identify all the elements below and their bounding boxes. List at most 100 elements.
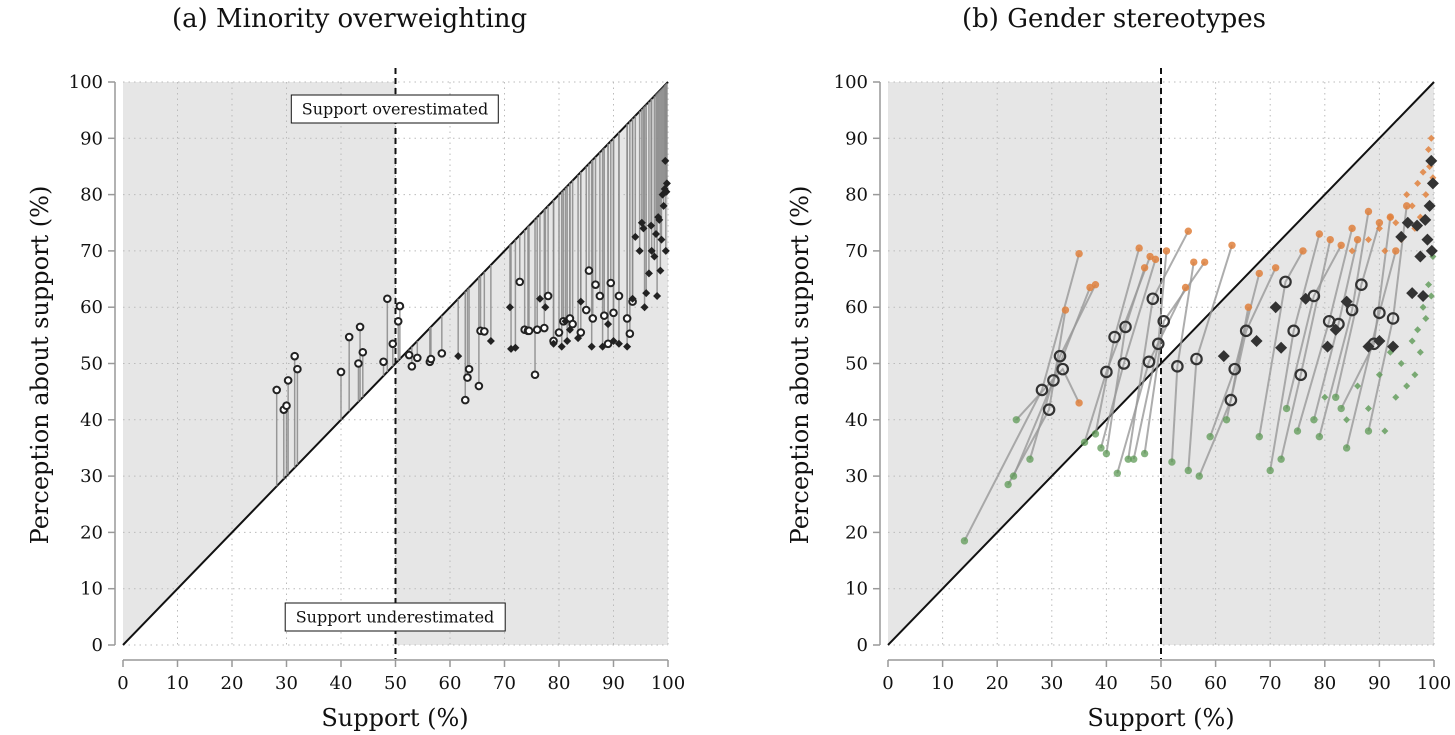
green-group-point	[1337, 404, 1345, 413]
panel-b-y-axis-label: Perception about support (%)	[786, 185, 814, 545]
diamond-point	[653, 291, 662, 300]
y-tick-label: 80	[845, 185, 868, 206]
orange-group-point	[1255, 269, 1263, 278]
green-group-point	[1026, 455, 1034, 463]
x-tick-label: 70	[493, 673, 516, 694]
group-connector-line	[1116, 287, 1187, 474]
group-connector-line	[1312, 239, 1359, 421]
diamond-point	[656, 266, 665, 275]
orange-diamond-point	[1403, 191, 1411, 199]
orange-diamond-point	[1348, 247, 1356, 255]
panel-b-title: (b) Gender stereotypes	[962, 4, 1266, 34]
overall-circle-point	[1142, 355, 1156, 369]
orange-diamond-point	[1425, 146, 1433, 154]
diamond-point	[657, 235, 666, 244]
diamond-point	[598, 342, 607, 351]
circle-point	[388, 339, 398, 349]
diamond-point	[639, 224, 648, 233]
y-tick-label: 100	[834, 72, 868, 93]
diamond-point	[486, 336, 495, 345]
diamond-point	[662, 187, 671, 196]
green-group-point	[1012, 416, 1021, 424]
circle-point	[463, 373, 472, 382]
x-tick-label: 60	[1204, 673, 1227, 694]
overall-diamond-point	[1275, 341, 1288, 354]
overall-diamond-point	[1299, 292, 1312, 305]
overall-diamond-point	[1340, 295, 1353, 308]
green-group-point	[960, 537, 969, 545]
overall-circle-point	[1151, 337, 1165, 351]
green-group-point	[1206, 432, 1214, 441]
green-group-point	[1255, 432, 1263, 441]
group-connector-line	[1007, 309, 1067, 486]
circle-point	[576, 328, 586, 337]
group-connector-line	[1340, 216, 1392, 409]
orange-diamond-point	[1375, 224, 1383, 232]
orange-group-point	[1315, 230, 1324, 238]
circle-point	[625, 329, 635, 338]
y-tick-label: 10	[80, 579, 103, 600]
circle-point	[383, 294, 392, 304]
group-connector-line	[1269, 233, 1321, 471]
circle-point	[358, 347, 368, 357]
green-group-point	[1282, 404, 1291, 413]
green-group-point	[1332, 393, 1340, 401]
orange-group-point	[1326, 235, 1334, 244]
diamond-point	[647, 246, 656, 255]
y-tick-label: 90	[845, 128, 868, 149]
orange-group-point	[1244, 303, 1253, 311]
x-tick-label: 20	[221, 673, 244, 694]
circle-point	[293, 364, 302, 374]
diamond-point	[614, 339, 623, 348]
green-group-point	[1310, 416, 1318, 424]
circle-point	[395, 301, 405, 311]
orange-group-point	[1075, 399, 1083, 407]
overall-circle-point	[1228, 362, 1242, 376]
green-group-point	[1080, 438, 1089, 447]
diamond-point	[640, 303, 649, 312]
diamond-point	[644, 269, 653, 278]
x-tick-label: 0	[882, 673, 893, 694]
overall-diamond-point	[1217, 350, 1230, 363]
x-tick-label: 70	[1259, 673, 1282, 694]
circle-point	[622, 314, 632, 323]
orange-group-point	[1271, 264, 1280, 272]
circle-point	[524, 326, 534, 336]
group-connector-line	[1028, 284, 1097, 460]
overall-circle-point	[1056, 362, 1070, 376]
diamond-point	[574, 334, 583, 343]
y-tick-label: 50	[845, 354, 868, 375]
group-connector-line	[1285, 244, 1343, 409]
green-group-point	[1315, 432, 1324, 441]
circle-point	[464, 364, 474, 374]
panel-a-x-axis-label: Support (%)	[321, 704, 469, 732]
circle-point	[532, 325, 542, 335]
circle-point	[584, 266, 594, 275]
diamond-point	[659, 201, 668, 210]
orange-diamond-point	[1414, 179, 1422, 187]
x-tick-label: 60	[439, 673, 462, 694]
group-connector-line	[1367, 205, 1408, 432]
overall-diamond-point	[1425, 244, 1438, 257]
orange-group-point	[1228, 241, 1236, 249]
y-tick-label: 60	[845, 297, 868, 318]
diamond-point	[647, 221, 656, 230]
green-diamond-point	[1419, 303, 1427, 311]
diamond-point	[505, 303, 514, 312]
diamond-point	[635, 246, 644, 255]
overall-diamond-point	[1426, 177, 1439, 190]
orange-group-point	[1348, 224, 1356, 233]
orange-diamond-point	[1419, 168, 1427, 176]
overall-circle-point	[1035, 383, 1049, 397]
green-diamond-point	[1343, 416, 1351, 424]
overall-diamond-point	[1401, 216, 1414, 229]
circle-point	[426, 354, 436, 364]
x-tick-label: 90	[602, 673, 625, 694]
overall-diamond-point	[1362, 340, 1375, 353]
support-underestimated-annotation: Support underestimated	[284, 602, 506, 632]
overall-diamond-point	[1411, 219, 1424, 232]
circle-point	[460, 395, 470, 405]
y-tick-label: 40	[845, 410, 868, 431]
circle-point	[539, 323, 549, 333]
